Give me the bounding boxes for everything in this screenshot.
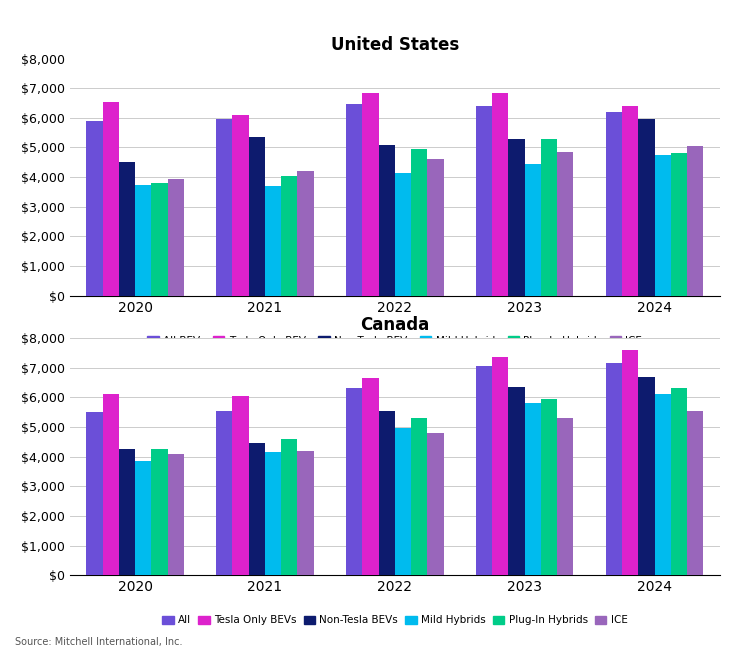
Bar	[492, 358, 508, 575]
Bar	[411, 149, 427, 296]
Bar	[395, 173, 411, 296]
Bar	[687, 146, 703, 296]
Bar	[216, 120, 232, 296]
Bar	[508, 387, 525, 575]
Bar	[86, 121, 103, 296]
Bar	[297, 450, 314, 575]
Bar	[281, 439, 297, 575]
Bar	[265, 186, 281, 296]
Bar	[606, 112, 622, 296]
Bar	[346, 105, 362, 296]
Text: Average Repairable Severity: Average Repairable Severity	[212, 14, 526, 33]
Bar	[655, 155, 671, 296]
Bar	[638, 120, 655, 296]
Bar	[168, 179, 184, 296]
Bar	[103, 395, 119, 575]
Bar	[379, 144, 395, 296]
Bar	[655, 395, 671, 575]
Bar	[362, 378, 379, 575]
Bar	[671, 389, 687, 575]
Legend: All BEVs, Tesla Only BEVs, Non-Tesla BEVs, Mild Hybrids, Plug-In Hybrids, ICE: All BEVs, Tesla Only BEVs, Non-Tesla BEV…	[143, 332, 646, 350]
Bar	[476, 106, 492, 296]
Bar	[395, 428, 411, 575]
Bar	[119, 162, 135, 296]
Bar	[379, 411, 395, 575]
Bar	[249, 137, 265, 296]
Legend: All, Tesla Only BEVs, Non-Tesla BEVs, Mild Hybrids, Plug-In Hybrids, ICE: All, Tesla Only BEVs, Non-Tesla BEVs, Mi…	[158, 611, 632, 630]
Bar	[427, 159, 444, 296]
Bar	[687, 411, 703, 575]
Bar	[622, 106, 638, 296]
Bar	[346, 389, 362, 575]
Bar	[232, 396, 249, 575]
Bar	[151, 449, 168, 575]
Bar	[411, 418, 427, 575]
Bar	[168, 454, 184, 575]
Bar	[135, 185, 151, 296]
Bar	[86, 412, 103, 575]
Title: Canada: Canada	[360, 316, 430, 333]
Bar	[638, 376, 655, 575]
Title: United States: United States	[331, 36, 459, 54]
Bar	[232, 115, 249, 296]
Bar	[606, 363, 622, 575]
Bar	[541, 138, 557, 296]
Bar	[249, 443, 265, 575]
Bar	[216, 411, 232, 575]
Bar	[119, 449, 135, 575]
Bar	[476, 366, 492, 575]
Bar	[151, 183, 168, 296]
Text: Source: Mitchell International, Inc.: Source: Mitchell International, Inc.	[15, 637, 182, 647]
Bar	[297, 171, 314, 296]
Bar	[557, 418, 573, 575]
Bar	[265, 452, 281, 575]
Bar	[103, 101, 119, 296]
Bar	[671, 153, 687, 296]
Bar	[525, 403, 541, 575]
Bar	[427, 433, 444, 575]
Bar	[622, 350, 638, 575]
Bar	[557, 152, 573, 296]
Bar	[362, 92, 379, 296]
Bar	[525, 164, 541, 296]
Bar	[281, 176, 297, 296]
Bar	[508, 138, 525, 296]
Bar	[492, 92, 508, 296]
Bar	[541, 399, 557, 575]
Bar	[135, 461, 151, 575]
